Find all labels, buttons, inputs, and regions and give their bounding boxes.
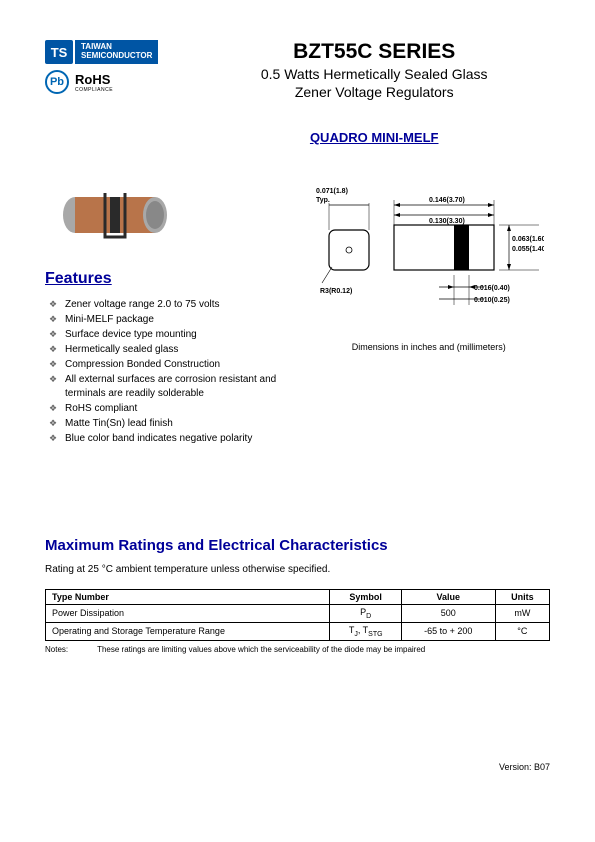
package-type: QUADRO MINI-MELF xyxy=(198,130,550,145)
ratings-subtitle: Rating at 25 °C ambient temperature unle… xyxy=(45,564,550,575)
feature-item: Compression Bonded Construction xyxy=(49,358,288,372)
cell-symbol: PD xyxy=(330,605,401,623)
cell-value: -65 to + 200 xyxy=(401,622,495,640)
feature-item: Blue color band indicates negative polar… xyxy=(49,432,288,446)
feature-item: RoHS compliant xyxy=(49,402,288,416)
content-row: Features Zener voltage range 2.0 to 75 v… xyxy=(45,175,550,447)
table-row: Operating and Storage Temperature Range … xyxy=(46,622,550,640)
col-value: Value xyxy=(401,590,495,605)
notes-text: These ratings are limiting values above … xyxy=(97,645,425,654)
svg-text:0.130(3.30): 0.130(3.30) xyxy=(429,218,465,225)
ratings-table: Type Number Symbol Value Units Power Dis… xyxy=(45,589,550,641)
rohs-sub: COMPLIANCE xyxy=(75,87,113,93)
dimension-caption: Dimensions in inches and (millimeters) xyxy=(308,342,551,352)
svg-text:0.055(1.40): 0.055(1.40) xyxy=(512,246,544,253)
ts-logo: TS TAIWAN SEMICONDUCTOR xyxy=(45,40,158,64)
compliance-row: Pb RoHS COMPLIANCE xyxy=(45,70,158,94)
logo-block: TS TAIWAN SEMICONDUCTOR Pb RoHS COMPLIAN… xyxy=(45,40,158,94)
title-sub1: 0.5 Watts Hermetically Sealed Glass xyxy=(198,66,550,82)
notes: Notes: These ratings are limiting values… xyxy=(45,645,550,654)
rohs-block: RoHS COMPLIANCE xyxy=(75,72,113,93)
feature-item: All external surfaces are corrosion resi… xyxy=(49,373,288,401)
cell-symbol: TJ, TSTG xyxy=(330,622,401,640)
svg-text:Typ.: Typ. xyxy=(316,197,330,204)
ts-line1: TAIWAN xyxy=(81,42,112,51)
table-row: Power Dissipation PD 500 mW xyxy=(46,605,550,623)
notes-label: Notes: xyxy=(45,645,95,654)
col-units: Units xyxy=(495,590,549,605)
col-type: Type Number xyxy=(46,590,330,605)
title-sub2: Zener Voltage Regulators xyxy=(198,84,550,100)
component-render-icon xyxy=(45,175,185,255)
features-heading: Features xyxy=(45,270,288,288)
svg-text:0.016(0.40): 0.016(0.40) xyxy=(474,285,510,292)
feature-item: Mini-MELF package xyxy=(49,313,288,327)
version-label: Version: B07 xyxy=(499,762,550,772)
left-column: Features Zener voltage range 2.0 to 75 v… xyxy=(45,175,288,447)
cell-value: 500 xyxy=(401,605,495,623)
ratings-heading: Maximum Ratings and Electrical Character… xyxy=(45,537,550,554)
svg-text:R3(R0.12): R3(R0.12) xyxy=(320,288,352,295)
title-block: BZT55C SERIES 0.5 Watts Hermetically Sea… xyxy=(198,40,550,145)
svg-text:0.063(1.60): 0.063(1.60) xyxy=(512,236,544,243)
right-column: 0.146(3.70) 0.130(3.30) 0.063(1.60) 0.05… xyxy=(308,175,551,447)
feature-item: Hermetically sealed glass xyxy=(49,343,288,357)
col-symbol: Symbol xyxy=(330,590,401,605)
ratings-section: Maximum Ratings and Electrical Character… xyxy=(45,537,550,654)
ts-line2: SEMICONDUCTOR xyxy=(81,51,152,60)
header: TS TAIWAN SEMICONDUCTOR Pb RoHS COMPLIAN… xyxy=(45,40,550,145)
cell-units: mW xyxy=(495,605,549,623)
svg-text:0.071(1.8): 0.071(1.8) xyxy=(316,188,348,195)
cell-units: °C xyxy=(495,622,549,640)
table-header-row: Type Number Symbol Value Units xyxy=(46,590,550,605)
rohs-label: RoHS xyxy=(75,72,113,87)
feature-item: Matte Tin(Sn) lead finish xyxy=(49,417,288,431)
cell-name: Power Dissipation xyxy=(46,605,330,623)
title-main: BZT55C SERIES xyxy=(198,40,550,64)
svg-text:0.146(3.70): 0.146(3.70) xyxy=(429,197,465,204)
cell-name: Operating and Storage Temperature Range xyxy=(46,622,330,640)
ts-logo-icon: TS xyxy=(45,40,73,64)
feature-item: Surface device type mounting xyxy=(49,328,288,342)
dimension-drawing: 0.146(3.70) 0.130(3.30) 0.063(1.60) 0.05… xyxy=(314,175,544,325)
features-list: Zener voltage range 2.0 to 75 volts Mini… xyxy=(45,298,288,446)
feature-item: Zener voltage range 2.0 to 75 volts xyxy=(49,298,288,312)
pb-icon: Pb xyxy=(45,70,69,94)
svg-text:0.010(0.25): 0.010(0.25) xyxy=(474,297,510,304)
ts-logo-text: TAIWAN SEMICONDUCTOR xyxy=(75,40,158,64)
